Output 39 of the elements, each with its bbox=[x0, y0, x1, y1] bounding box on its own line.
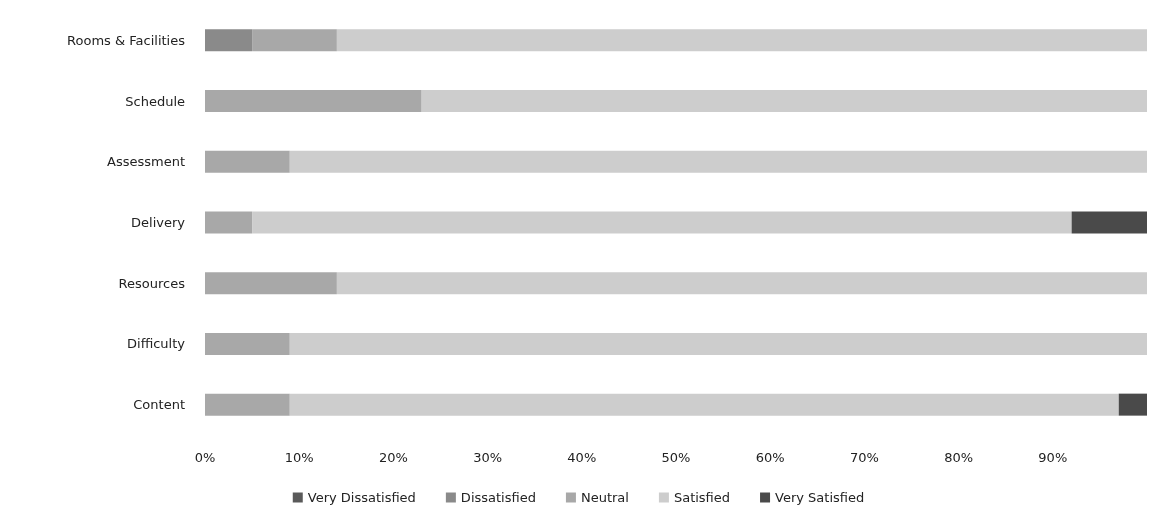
bar bbox=[252, 29, 337, 52]
x-tick-label: 0% bbox=[194, 450, 216, 465]
bar bbox=[336, 29, 1147, 52]
bar bbox=[205, 29, 253, 52]
bar bbox=[252, 211, 1072, 234]
y-tick-label: Content bbox=[133, 397, 185, 413]
bar bbox=[205, 272, 337, 295]
y-tick-label: Rooms & Facilities bbox=[67, 32, 186, 48]
y-tick-label: Resources bbox=[118, 275, 186, 291]
bar bbox=[205, 211, 253, 234]
legend-label: Satisfied bbox=[673, 490, 731, 505]
bar bbox=[1071, 211, 1147, 234]
legend-label: Very Satisfied bbox=[775, 490, 865, 505]
legend-label: Very Dissatisfied bbox=[307, 490, 416, 505]
bar bbox=[289, 150, 1147, 173]
bar bbox=[205, 90, 422, 113]
x-tick-label: 10% bbox=[284, 450, 314, 465]
bar bbox=[421, 90, 1147, 113]
x-tick-label: 80% bbox=[944, 450, 974, 465]
y-tick-label: Assessment bbox=[107, 154, 185, 170]
bar bbox=[289, 393, 1119, 416]
y-tick-label: Schedule bbox=[125, 93, 185, 109]
bar bbox=[1118, 393, 1147, 416]
x-tick-label: 30% bbox=[473, 450, 503, 465]
x-tick-label: 90% bbox=[1038, 450, 1068, 465]
bar bbox=[205, 393, 290, 416]
x-tick-label: 20% bbox=[378, 450, 408, 465]
bar bbox=[289, 332, 1147, 355]
x-tick-label: 50% bbox=[661, 450, 691, 465]
bar bbox=[205, 332, 290, 355]
x-tick-label: 60% bbox=[755, 450, 785, 465]
y-tick-label: Delivery bbox=[131, 215, 186, 230]
x-tick-label: 40% bbox=[567, 450, 597, 465]
y-tick-label: Difficulty bbox=[127, 336, 186, 352]
bar bbox=[205, 150, 290, 173]
legend-label: Neutral bbox=[580, 490, 629, 505]
x-tick-label: 70% bbox=[849, 450, 879, 465]
legend-label: Dissatisfied bbox=[460, 490, 536, 505]
bar bbox=[336, 272, 1147, 295]
